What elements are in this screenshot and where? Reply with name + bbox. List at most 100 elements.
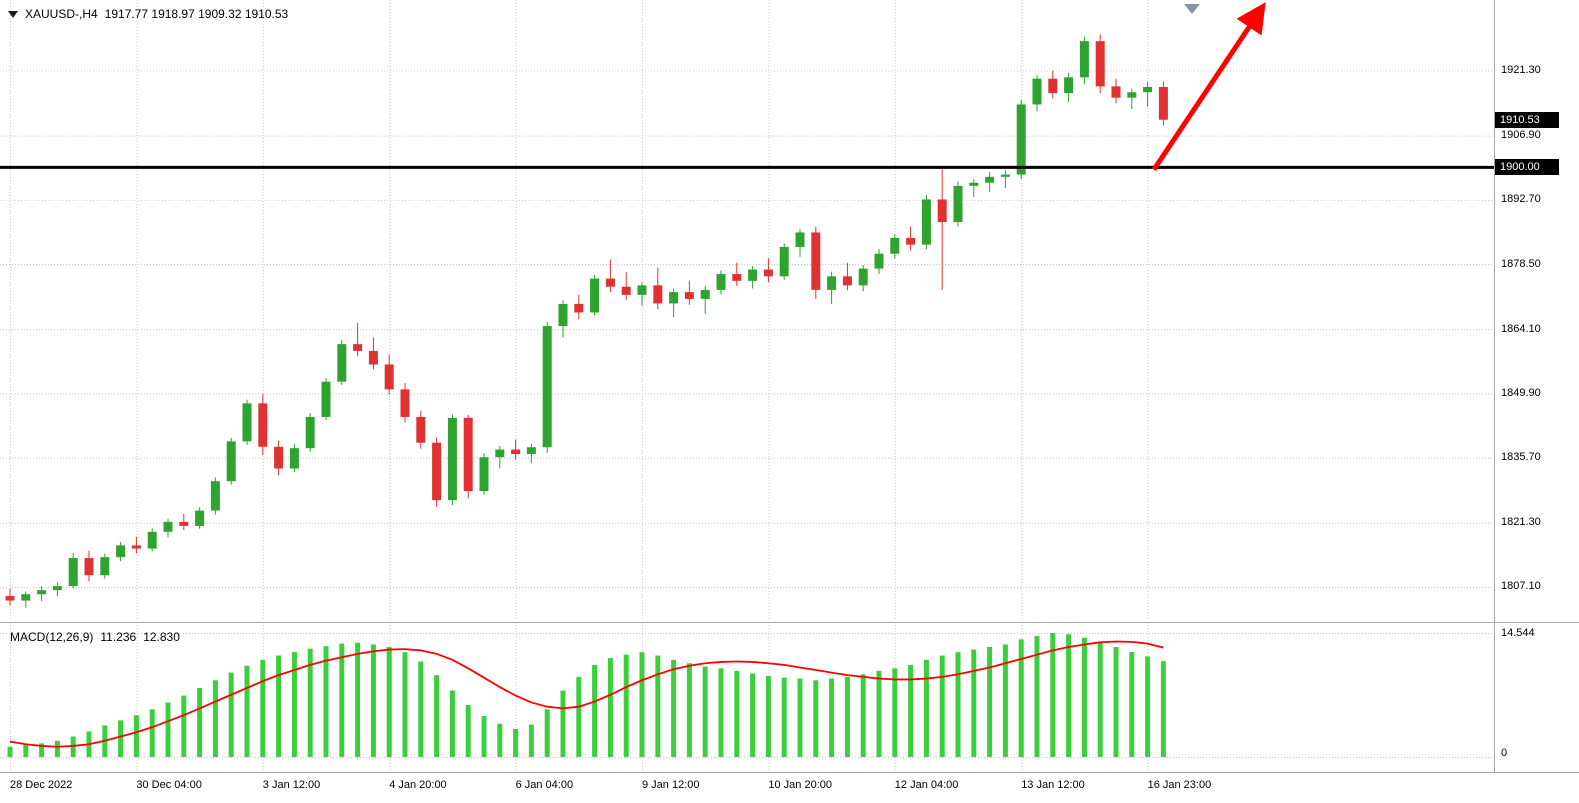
macd-histogram-bar xyxy=(623,654,629,757)
current-price-badge: 1910.53 xyxy=(1495,111,1559,128)
macd-histogram-bar xyxy=(560,690,566,757)
macd-histogram-bar xyxy=(1018,639,1024,757)
macd-histogram-bar xyxy=(1160,661,1166,757)
macd-histogram-bar xyxy=(418,661,424,757)
candle-bull xyxy=(479,457,489,492)
candle-bull xyxy=(748,269,758,281)
candle-bull xyxy=(590,278,600,313)
candle-bull xyxy=(953,185,963,223)
time-axis[interactable]: 28 Dec 2022 30 Dec 04:00 3 Jan 12:00 4 Jan … xyxy=(0,773,1494,803)
chart-macd-separator[interactable] xyxy=(0,622,1579,623)
candle-bear xyxy=(842,276,852,286)
main-chart-canvas[interactable] xyxy=(0,0,1494,620)
macd-histogram-bar xyxy=(434,675,440,757)
candle-bear xyxy=(1095,41,1105,87)
time-axis-label: 9 Jan 12:00 xyxy=(642,779,700,791)
candle-bear xyxy=(653,285,663,304)
candle-bull xyxy=(827,276,837,290)
candle-bull xyxy=(716,274,726,290)
candle-bull xyxy=(100,557,110,576)
price-axis[interactable]: 1910.53 1900.00 1921.30 1906.90 1892.70 187… xyxy=(1495,0,1579,620)
macd-histogram-bar xyxy=(39,743,45,757)
macd-histogram-bar xyxy=(718,668,724,757)
macd-histogram-bar xyxy=(544,709,550,757)
candle-bear xyxy=(131,545,141,549)
candle-bear xyxy=(732,274,742,281)
macd-histogram-bar xyxy=(1034,635,1040,757)
candle-bear xyxy=(811,232,821,290)
candle-bull xyxy=(1032,78,1042,105)
macd-histogram-bar xyxy=(276,655,282,757)
macd-histogram-bar xyxy=(923,659,929,757)
candle-bull xyxy=(210,481,220,511)
price-axis-label: 1921.30 xyxy=(1501,63,1541,76)
macd-histogram-bar xyxy=(797,678,803,757)
macd-indicator-label: MACD(12,26,9) 11.236 12.830 xyxy=(10,630,180,644)
candle-bull xyxy=(969,182,979,186)
macd-histogram-bar xyxy=(971,649,977,757)
macd-histogram-bar xyxy=(702,666,708,757)
candle-bull xyxy=(37,590,47,595)
macd-histogram-bar xyxy=(149,709,155,757)
macd-histogram-bar xyxy=(734,670,740,757)
candle-bull xyxy=(985,176,995,183)
macd-histogram-bar xyxy=(750,673,756,757)
time-axis-label: 16 Jan 23:00 xyxy=(1147,779,1212,791)
candle-bear xyxy=(1048,78,1058,94)
macd-histogram-bar xyxy=(1066,634,1072,757)
macd-histogram-bar xyxy=(54,740,60,757)
candle-bear xyxy=(432,442,442,501)
macd-histogram-bar xyxy=(639,652,645,757)
macd-histogram-bar xyxy=(781,677,787,757)
candle-bear xyxy=(5,596,15,601)
macd-histogram-bar xyxy=(323,646,329,757)
macd-histogram-bar xyxy=(513,728,519,757)
chart-header: XAUUSD-,H4 1917.77 1918.97 1909.32 1910.… xyxy=(8,7,288,21)
macd-name: MACD(12,26,9) xyxy=(10,630,94,644)
candle-bear xyxy=(84,558,94,576)
candle-bull xyxy=(147,531,157,549)
candle-bull xyxy=(637,285,647,295)
macd-main-value: 11.236 xyxy=(100,630,137,644)
time-axis-label: 28 Dec 2022 xyxy=(10,779,73,791)
candle-bull xyxy=(779,246,789,277)
macd-timeaxis-separator xyxy=(0,772,1579,773)
time-axis-label: 4 Jan 20:00 xyxy=(389,779,447,791)
candle-bull xyxy=(195,510,205,526)
candle-bear xyxy=(511,449,521,455)
macd-histogram-bar xyxy=(307,648,313,757)
candle-bull xyxy=(52,586,62,591)
macd-histogram-bar xyxy=(1129,652,1135,757)
price-axis-label: 1821.30 xyxy=(1501,516,1541,529)
candle-bull xyxy=(116,545,126,558)
time-axis-label: 6 Jan 04:00 xyxy=(515,779,574,791)
time-axis-label: 13 Jan 12:00 xyxy=(1021,779,1085,791)
trend-arrow-object[interactable] xyxy=(1151,2,1266,171)
macd-histogram-bar xyxy=(181,695,187,757)
candle-bear xyxy=(763,269,773,277)
macd-histogram-bar xyxy=(528,724,534,757)
macd-histogram-bar xyxy=(686,663,692,757)
macd-panel-canvas[interactable] xyxy=(0,625,1494,772)
candle-bull xyxy=(1064,77,1074,94)
price-axis-label: 1835.70 xyxy=(1501,451,1541,464)
time-axis-label: 30 Dec 04:00 xyxy=(136,779,202,791)
macd-histogram-bar xyxy=(592,664,598,757)
price-axis-label: 1864.10 xyxy=(1501,322,1541,335)
candle-bear xyxy=(1158,86,1168,120)
macd-histogram-bar xyxy=(1145,656,1151,757)
price-chart-svg xyxy=(0,0,1494,620)
candle-bear xyxy=(384,364,394,390)
candle-bull xyxy=(921,199,931,245)
macd-signal-line xyxy=(9,640,1164,748)
candle-bull xyxy=(1143,86,1153,93)
down-triangle-marker-icon xyxy=(1184,4,1200,14)
candle-bear xyxy=(258,403,268,447)
macd-histogram-bar xyxy=(939,655,945,757)
candle-bear xyxy=(1111,86,1121,98)
candle-bull xyxy=(337,344,347,382)
candle-bull xyxy=(1079,41,1089,78)
candle-bull xyxy=(305,416,315,449)
macd-histogram-bar xyxy=(671,659,677,757)
